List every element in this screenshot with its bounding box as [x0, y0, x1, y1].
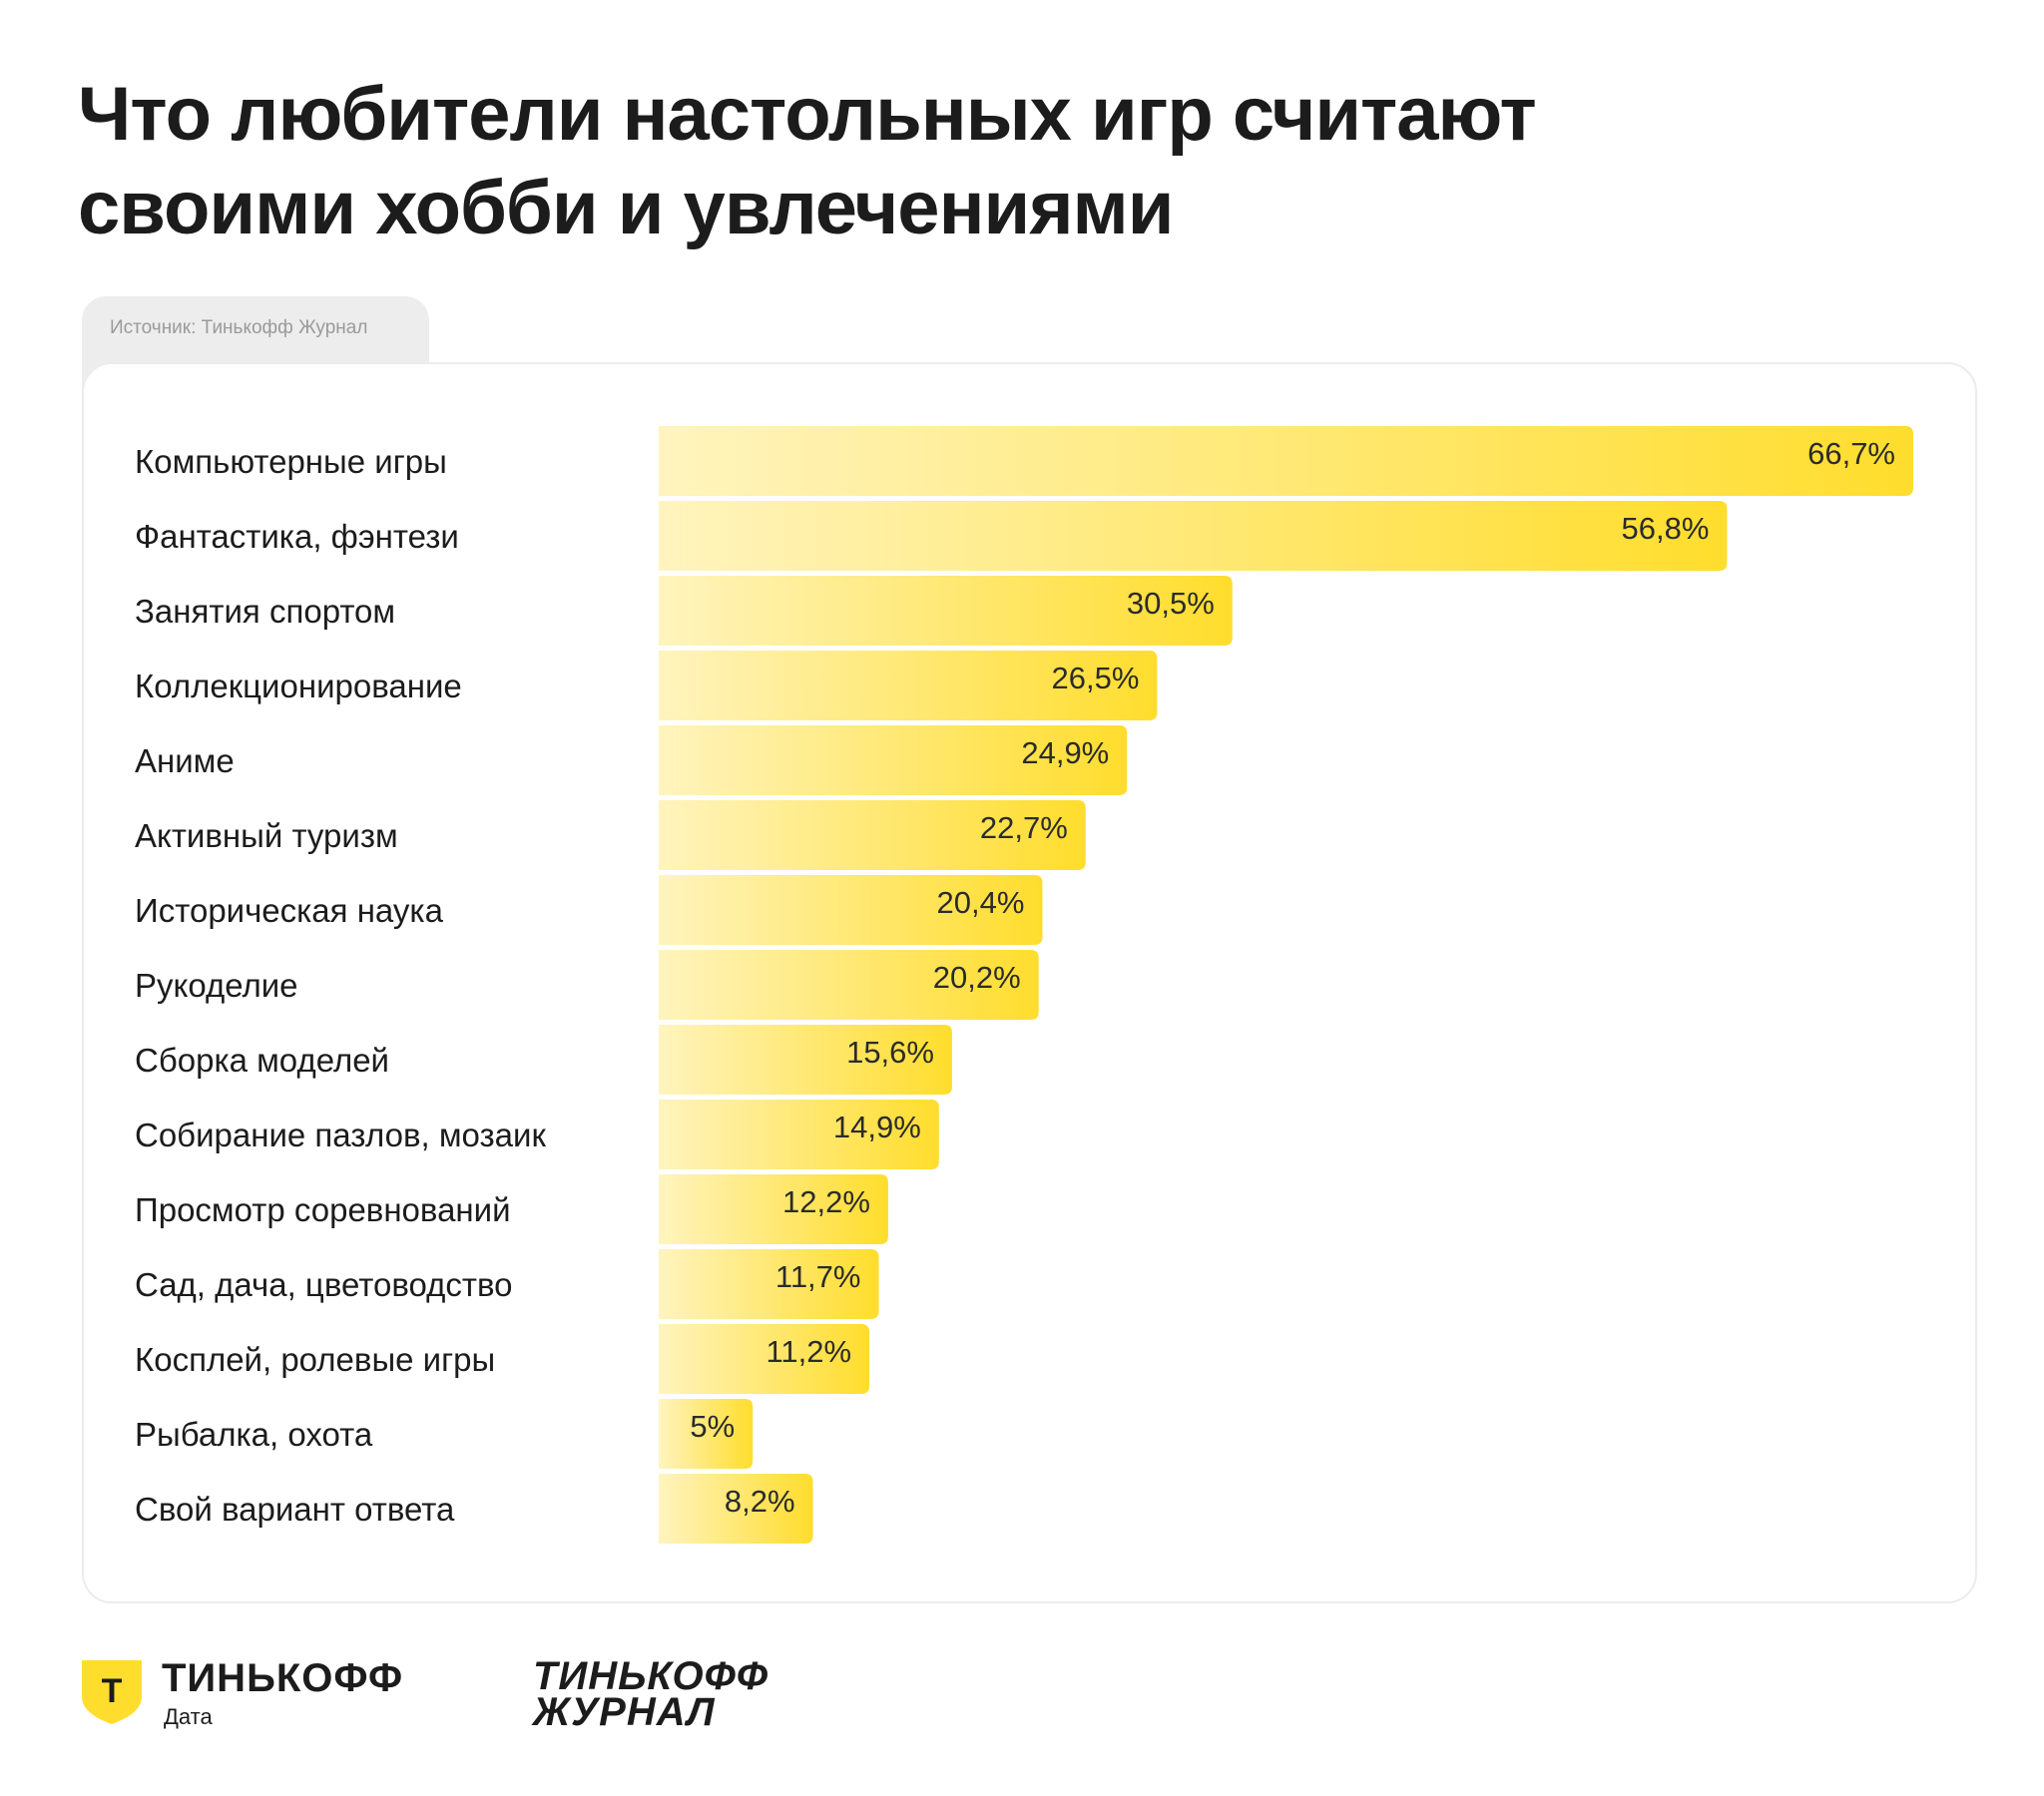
title-line-1: Что любители настольных игр считают	[78, 72, 1537, 157]
bar	[659, 1249, 879, 1319]
category-label: Рыбалка, охота	[135, 1416, 373, 1453]
data-label: 20,4%	[937, 885, 1025, 920]
bar	[659, 950, 1039, 1020]
category-label: Свой вариант ответа	[135, 1491, 455, 1528]
data-label: 11,2%	[766, 1334, 851, 1369]
bar	[659, 875, 1043, 945]
shield-logo-icon: Т	[82, 1660, 142, 1724]
data-label: 22,7%	[980, 810, 1068, 845]
bar	[659, 1399, 754, 1469]
category-label: Активный туризм	[135, 817, 398, 854]
data-label: 11,7%	[775, 1259, 861, 1294]
bar	[659, 1100, 939, 1169]
data-label: 14,9%	[833, 1110, 921, 1144]
category-label: Рукоделие	[135, 967, 298, 1004]
bar	[659, 1324, 870, 1394]
bar	[659, 576, 1233, 646]
title-line-2: своими хобби и увлечениями	[78, 166, 1174, 250]
category-label: Аниме	[135, 742, 235, 779]
data-label: 66,7%	[1807, 436, 1895, 471]
tinkoff-data-logo: Т ТИНЬКОФФ Дата	[80, 1656, 459, 1736]
data-label: 5%	[690, 1409, 735, 1444]
data-label: 24,9%	[1021, 735, 1109, 770]
data-label: 15,6%	[846, 1035, 934, 1070]
data-label: 8,2%	[725, 1484, 795, 1519]
bar	[659, 800, 1086, 870]
data-label: 30,5%	[1127, 586, 1215, 621]
category-label: Историческая наука	[135, 892, 444, 929]
journal-line-1: ТИНЬКОФФ	[533, 1654, 769, 1698]
page-title: Что любители настольных игр считают свои…	[78, 68, 1775, 255]
data-brand-sub: Дата	[164, 1704, 213, 1729]
tinkoff-journal-logo: ТИНЬКОФФ ЖУРНАЛ	[533, 1656, 892, 1736]
data-label: 26,5%	[1052, 661, 1140, 695]
category-label: Просмотр соревнований	[135, 1191, 511, 1228]
category-label: Фантастика, фэнтези	[135, 518, 459, 555]
category-label: Коллекционирование	[135, 668, 462, 704]
bar-chart: Компьютерные игры 66,7% Фантастика, фэнтез…	[135, 426, 1913, 1544]
shield-letter: Т	[102, 1672, 123, 1710]
data-label: 12,2%	[782, 1184, 870, 1219]
journal-line-2: ЖУРНАЛ	[533, 1690, 716, 1734]
bar	[659, 1025, 952, 1095]
bar	[659, 501, 1728, 571]
category-label: Компьютерные игры	[135, 443, 447, 480]
category-label: Сад, дача, цветоводство	[135, 1266, 513, 1303]
data-label: 56,8%	[1622, 511, 1710, 546]
category-label: Косплей, ролевые игры	[135, 1341, 495, 1378]
data-label: 20,2%	[933, 960, 1021, 995]
data-brand-name: ТИНЬКОФФ	[162, 1656, 404, 1700]
bar	[659, 426, 1913, 496]
source-label: Источник: Тинькофф Журнал	[110, 317, 368, 338]
category-label: Сборка моделей	[135, 1042, 389, 1079]
category-label: Собирание пазлов, мозаик	[135, 1117, 546, 1153]
category-label: Занятия спортом	[135, 593, 395, 630]
bar	[659, 651, 1158, 720]
bar	[659, 1174, 888, 1244]
bar	[659, 1474, 813, 1544]
bar	[659, 725, 1128, 795]
